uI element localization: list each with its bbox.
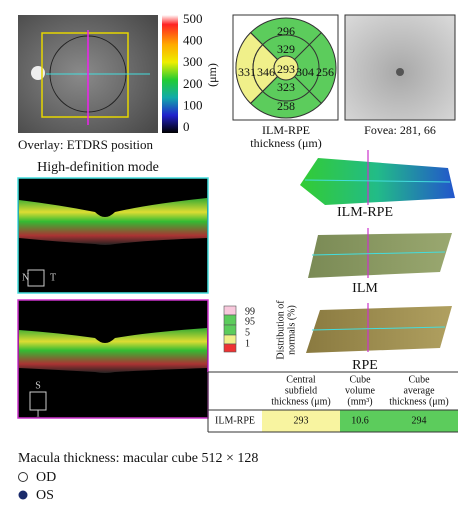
- fovea-spot: [396, 68, 404, 76]
- footer-title: Macula thickness: macular cube 512 × 128: [18, 451, 258, 466]
- scan-label: T: [50, 272, 56, 283]
- table-header: Cube: [408, 374, 430, 385]
- colorbar-tick: 0: [183, 119, 190, 134]
- surface-label: ILM-RPE: [337, 205, 393, 220]
- table-header: subfield: [285, 385, 317, 396]
- legend-label: 95: [245, 316, 255, 327]
- surface-label: RPE: [352, 358, 378, 373]
- colorbar-tick: 300: [183, 54, 203, 69]
- fovea-caption: Fovea: 281, 66: [364, 123, 436, 137]
- od-label: OD: [36, 470, 56, 485]
- oct-scan: [17, 299, 209, 419]
- os-label: OS: [36, 488, 54, 503]
- etdrs-value: 304: [296, 65, 314, 79]
- overlay-caption: Overlay: ETDRS position: [18, 137, 154, 152]
- etdrs-value: 256: [316, 65, 334, 79]
- oct-scan: [17, 177, 209, 294]
- table-header: average: [403, 385, 435, 396]
- legend-title: Distribution of: [275, 300, 286, 360]
- table-header: Cube: [349, 374, 371, 385]
- etdrs-caption: thickness (μm): [250, 136, 321, 150]
- scan-label: S: [35, 380, 41, 391]
- scan-label: N: [22, 272, 29, 283]
- table-cell: 294: [412, 415, 427, 426]
- etdrs-value: 258: [277, 99, 295, 113]
- colorbar-tick: 100: [183, 97, 203, 112]
- colorbar-tick: 400: [183, 33, 203, 48]
- etdrs-map: [235, 17, 337, 119]
- etdrs-value: 323: [277, 80, 295, 94]
- surface-markers: [304, 179, 451, 331]
- etdrs-value: 346: [257, 65, 275, 79]
- legend-label: 99: [245, 306, 255, 317]
- surface-label: ILM: [352, 281, 378, 296]
- etdrs-value: 293: [277, 62, 295, 76]
- colorbar-tick: 500: [183, 11, 203, 26]
- colorbar-unit: (μm): [205, 63, 219, 87]
- legend-label: 5: [245, 327, 250, 338]
- fovea-image: [344, 14, 456, 121]
- hd-caption: High-definition mode: [37, 160, 159, 175]
- etdrs-value: 329: [277, 42, 295, 56]
- table-header: volume: [345, 385, 376, 396]
- table-cell: 10.6: [351, 415, 369, 426]
- legend-label: 1: [245, 338, 250, 349]
- etdrs-value: 296: [277, 24, 295, 38]
- surface-rpe: [306, 306, 452, 353]
- scan-square: [41, 32, 129, 118]
- etdrs-value: 331: [238, 65, 256, 79]
- normals-legend: [223, 305, 237, 353]
- etdrs-caption: ILM-RPE: [262, 123, 310, 137]
- results-table: [207, 371, 458, 433]
- table-cell: 293: [294, 415, 309, 426]
- scan-label: I: [36, 408, 39, 419]
- table-cell: ILM-RPE: [215, 415, 255, 426]
- colorbar-tick: 200: [183, 76, 203, 91]
- od-marker: [18, 472, 28, 482]
- table-header: thickness (μm): [271, 396, 331, 407]
- legend-title: normals (%): [286, 305, 297, 355]
- surface-ilm: [308, 233, 452, 278]
- table-header: (mm³): [347, 396, 372, 407]
- os-marker: [18, 490, 28, 500]
- colorbar: [162, 15, 178, 133]
- optic-disc: [31, 66, 45, 80]
- table-header: Central: [286, 374, 316, 385]
- table-header: thickness (μm): [389, 396, 449, 407]
